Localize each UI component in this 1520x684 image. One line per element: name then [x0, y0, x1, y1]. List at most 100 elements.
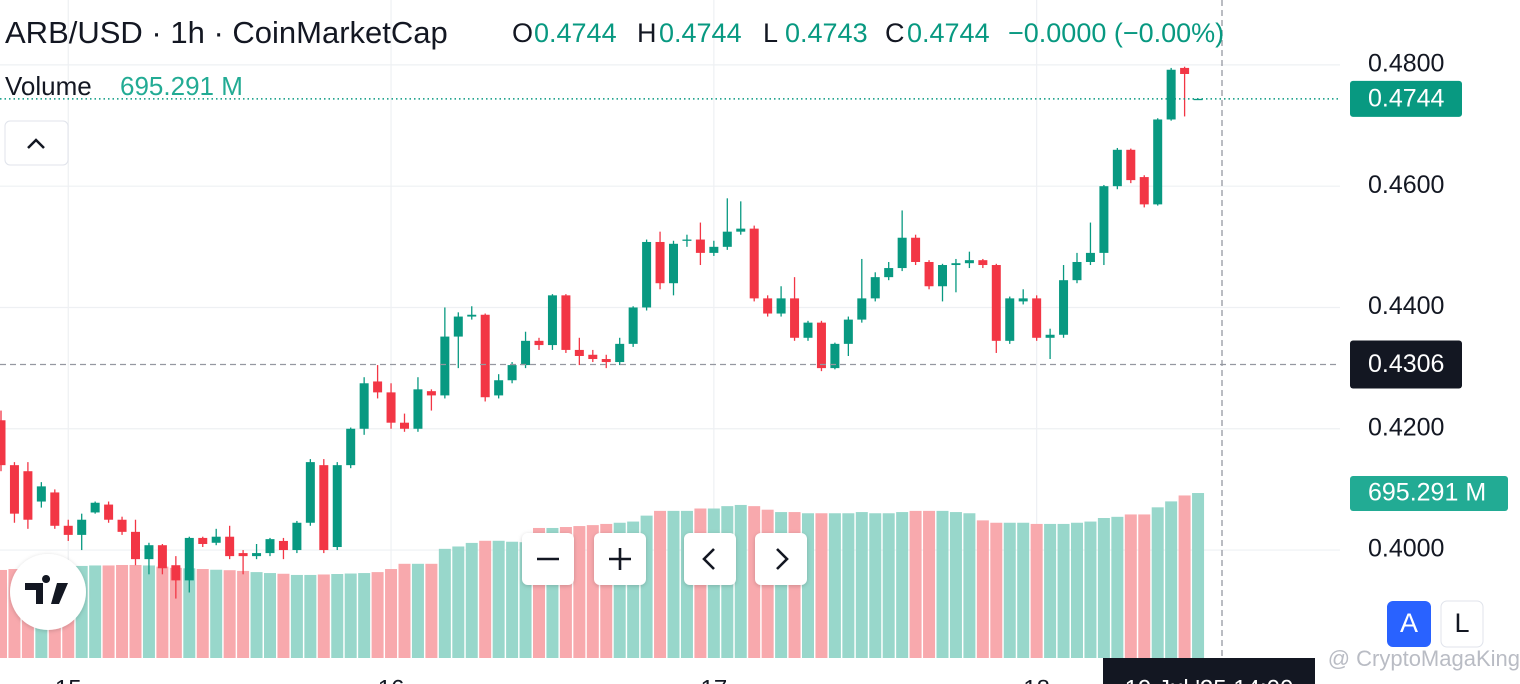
candle-body: [1112, 149, 1122, 187]
candle-body: [373, 381, 383, 393]
volume-bar: [438, 548, 451, 658]
candle-body: [131, 531, 140, 560]
volume-bar: [990, 522, 1003, 658]
candle-body: [184, 537, 194, 581]
candle-body: [1126, 149, 1136, 181]
volume-bar: [237, 570, 250, 658]
candle-body: [1139, 177, 1149, 205]
candle-body: [90, 502, 100, 513]
ohlc-key: L: [763, 18, 778, 48]
candle-body: [50, 492, 60, 526]
change: −0.0000 (−0.00%): [1008, 18, 1224, 48]
last-price-label: 0.4744: [1368, 84, 1445, 112]
volume-price-box: [1350, 476, 1508, 512]
candle-layer: [0, 66, 1203, 599]
volume-bar: [1071, 522, 1083, 658]
candle-body: [615, 343, 625, 363]
volume-bar: [1151, 507, 1164, 658]
volume-bar: [411, 563, 424, 658]
candle-body: [924, 261, 934, 287]
volume-bar: [976, 520, 989, 658]
candle-body: [843, 319, 853, 344]
time-axis: 15 16 17 18: [55, 675, 1050, 684]
volume-bar: [304, 574, 317, 658]
candle-body: [534, 340, 544, 346]
volume-bar: [210, 569, 223, 658]
candle-body: [171, 565, 181, 581]
collapse-button[interactable]: [4, 120, 69, 166]
crosshair-price-box: [1350, 340, 1462, 389]
candle-body: [736, 228, 746, 232]
volume-value: 695.291 M: [120, 71, 243, 101]
candle-body: [547, 295, 557, 346]
candle-body: [1072, 261, 1082, 281]
scroll-right-button[interactable]: [755, 533, 807, 585]
volume-bar: [277, 573, 290, 658]
volume-bar: [465, 542, 478, 658]
candle-body: [1099, 186, 1109, 253]
candle-body: [346, 428, 356, 466]
candle-body: [938, 265, 947, 287]
ohlc-key: C: [885, 18, 905, 48]
volume-bar: [506, 541, 519, 658]
candle-body: [198, 537, 208, 544]
volume-bar: [1044, 523, 1057, 658]
volume-bar: [290, 574, 303, 658]
candle-body: [507, 365, 517, 381]
candle-body: [1032, 298, 1042, 338]
ohlc-value: 0.4743: [785, 18, 868, 48]
candle-body: [897, 237, 907, 269]
chevron-up-icon: [27, 138, 45, 149]
volume-title: Volume: [5, 71, 92, 101]
volume-bar: [129, 564, 142, 658]
logo-badge[interactable]: [10, 554, 86, 630]
y-tick-label: 0.4600: [1368, 171, 1444, 199]
candle-body: [440, 336, 450, 396]
candle-body: [816, 322, 826, 369]
candle-body: [669, 243, 678, 284]
candle-body: [709, 246, 719, 253]
x-tick-label: 18: [1023, 675, 1050, 684]
volume-bar: [1097, 518, 1110, 658]
volume-bar: [102, 565, 115, 658]
volume-bar: [1017, 522, 1030, 658]
candle-body: [749, 228, 759, 299]
candle-body: [1180, 67, 1190, 74]
volume-bar: [371, 572, 384, 658]
auto-scale-button[interactable]: [1387, 601, 1431, 647]
candle-body: [413, 389, 423, 429]
candle-body: [426, 391, 436, 396]
y-tick-label: 0.4400: [1368, 292, 1444, 320]
ohlc-value: 0.4744: [659, 18, 742, 48]
volume-bar: [654, 510, 667, 658]
candle-body: [1059, 280, 1069, 335]
candle-body: [790, 298, 800, 338]
x-tick-label: 15: [55, 675, 82, 684]
candle-body: [911, 237, 921, 262]
ohlc-header: O 0.4744 H 0.4744 L 0.4743 C 0.4744: [512, 18, 990, 48]
volume-bar: [1192, 493, 1205, 658]
volume-bar: [385, 569, 398, 658]
volume-bar: [223, 570, 236, 658]
volume-bar: [923, 510, 936, 658]
candle-body: [884, 268, 894, 278]
scroll-left-button[interactable]: [684, 533, 736, 585]
candle-body: [453, 316, 463, 337]
candle-body: [964, 260, 974, 264]
log-scale-button[interactable]: [1440, 600, 1484, 648]
candle-body: [278, 540, 288, 551]
volume-bar: [142, 565, 155, 658]
volume-bar: [169, 567, 182, 658]
volume-bar: [1138, 514, 1151, 658]
candle-body: [722, 231, 732, 247]
x-tick-label: 17: [700, 675, 727, 684]
candle-body: [265, 539, 275, 554]
volume-bar: [828, 513, 841, 658]
symbol-title: ARB/USD · 1h · CoinMarketCap: [5, 15, 448, 50]
price-axis: 0.4000 0.4200 0.4400 0.4600 0.4800 0.4744 0.43…: [1350, 49, 1508, 563]
volume-bar: [1111, 516, 1124, 658]
candle-body: [157, 545, 167, 569]
candle-body: [601, 359, 611, 363]
ohlc-key: O: [512, 18, 533, 48]
volume-bar: [1124, 514, 1137, 658]
